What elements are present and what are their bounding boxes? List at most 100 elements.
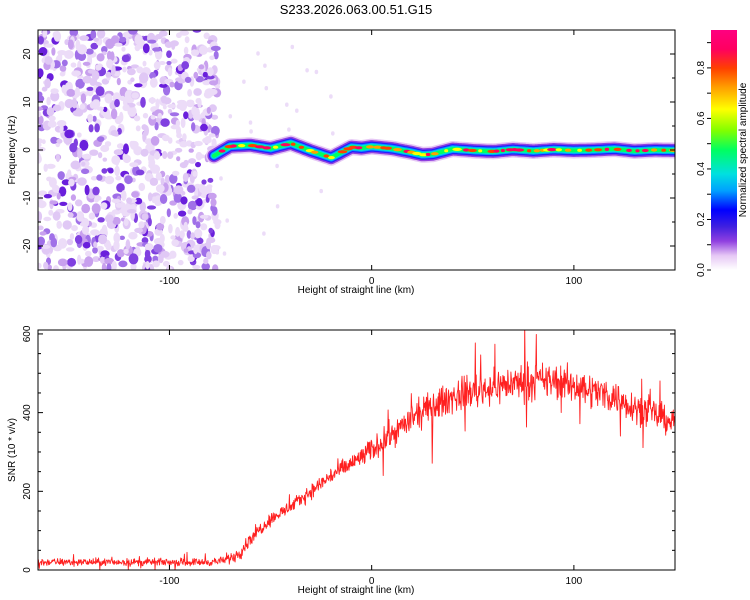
noise-blob bbox=[169, 81, 175, 88]
noise-blob bbox=[90, 42, 99, 50]
noise-blob bbox=[123, 218, 129, 227]
noise-blob bbox=[159, 194, 168, 204]
spectrogram-ylabel: Frequency (Hz) bbox=[7, 116, 18, 185]
noise-blob bbox=[184, 36, 190, 44]
noise-blob bbox=[67, 212, 74, 218]
noise-blob bbox=[134, 44, 141, 52]
noise-blob bbox=[111, 155, 121, 165]
noise-blob bbox=[206, 251, 212, 260]
noise-blob bbox=[190, 232, 195, 240]
noise-blob bbox=[111, 64, 116, 76]
noise-blob bbox=[38, 94, 45, 103]
spectrogram-marks bbox=[38, 30, 675, 270]
noise-blob bbox=[142, 112, 149, 119]
noise-blob bbox=[105, 71, 112, 78]
noise-blob bbox=[138, 182, 146, 192]
noise-blob bbox=[119, 111, 124, 123]
noise-blob bbox=[49, 200, 58, 205]
noise-blob bbox=[124, 175, 133, 185]
noise-blob bbox=[210, 45, 221, 52]
noise-blob bbox=[134, 197, 143, 205]
signal-hotspot bbox=[373, 145, 382, 149]
noise-blob bbox=[90, 229, 100, 236]
noise-blob bbox=[103, 106, 108, 113]
noise-blob bbox=[207, 185, 213, 194]
noise-blob bbox=[116, 77, 121, 86]
colorbar-tick-label: 0.0 bbox=[696, 263, 707, 277]
signal-hotspot bbox=[527, 149, 532, 153]
noise-blob bbox=[117, 127, 122, 135]
signal-hotspot bbox=[272, 145, 279, 149]
signal-hotspot bbox=[412, 151, 422, 156]
noise-blob bbox=[96, 245, 104, 251]
noise-blob bbox=[81, 203, 91, 214]
noise-blob bbox=[195, 229, 202, 239]
noise-blob bbox=[154, 49, 163, 60]
noise-blob bbox=[209, 80, 218, 86]
noise-blob bbox=[105, 214, 114, 223]
noise-blob bbox=[64, 129, 74, 139]
noise-blob bbox=[70, 160, 81, 170]
noise-blob bbox=[207, 177, 214, 183]
noise-blob bbox=[129, 162, 139, 168]
noise-blob bbox=[130, 64, 139, 69]
noise-blob bbox=[92, 115, 97, 122]
noise-blob bbox=[97, 136, 105, 143]
noise-blob bbox=[131, 92, 139, 99]
noise-blob bbox=[88, 124, 94, 133]
colorbar: 0.0 0.2 0.4 0.6 0.8 Normalized spectral ampl… bbox=[696, 30, 749, 277]
noise-blob bbox=[210, 198, 217, 207]
noise-blob bbox=[172, 170, 180, 176]
signal-hotspot bbox=[431, 152, 439, 156]
noise-blob bbox=[71, 70, 82, 77]
noise-blob bbox=[181, 61, 190, 70]
noise-blob bbox=[121, 190, 127, 202]
noise-blob bbox=[53, 265, 59, 270]
noise-blob bbox=[56, 220, 62, 229]
noise-blob bbox=[191, 122, 196, 132]
noise-blob bbox=[113, 232, 121, 244]
noise-blob bbox=[44, 78, 51, 89]
noise-blob bbox=[160, 250, 170, 258]
noise-blob bbox=[77, 52, 87, 61]
noise-blob bbox=[188, 158, 197, 164]
noise-blob bbox=[106, 59, 114, 69]
noise-blob bbox=[126, 197, 133, 204]
noise-blob bbox=[168, 223, 173, 234]
noise-blob bbox=[150, 115, 156, 120]
noise-blob bbox=[167, 67, 173, 77]
snr-frame bbox=[37, 329, 676, 571]
noise-blob bbox=[50, 237, 58, 248]
noise-blob bbox=[84, 184, 90, 196]
noise-blob bbox=[179, 141, 188, 148]
noise-blob bbox=[173, 213, 178, 219]
noise-blob bbox=[50, 91, 60, 102]
noise-blob bbox=[204, 136, 212, 143]
noise-blob bbox=[122, 152, 129, 163]
signal-hotspot bbox=[604, 147, 610, 151]
noise-blob bbox=[180, 196, 188, 205]
noise-blob bbox=[52, 184, 60, 193]
noise-blob bbox=[193, 88, 202, 96]
noise-blob bbox=[154, 200, 161, 206]
noise-blob bbox=[93, 197, 99, 203]
noise-blob bbox=[183, 248, 189, 253]
snr-ylabel: SNR (10 * v/v) bbox=[7, 418, 18, 482]
noise-blob bbox=[207, 192, 217, 200]
signal-hotspot bbox=[651, 148, 658, 152]
signal-hotspot bbox=[547, 148, 557, 152]
noise-blob bbox=[66, 257, 77, 267]
noise-blob bbox=[198, 185, 206, 193]
noise-blob bbox=[193, 71, 199, 79]
noise-blob bbox=[111, 198, 121, 204]
noise-blob bbox=[115, 202, 123, 208]
noise-blob bbox=[208, 133, 216, 138]
noise-blob bbox=[38, 111, 42, 118]
y-tick-label: 20 bbox=[22, 48, 33, 60]
noise-blob bbox=[162, 104, 167, 110]
y-tick-label: 400 bbox=[22, 404, 33, 421]
noise-blob bbox=[162, 260, 170, 267]
noise-blob bbox=[71, 97, 78, 109]
